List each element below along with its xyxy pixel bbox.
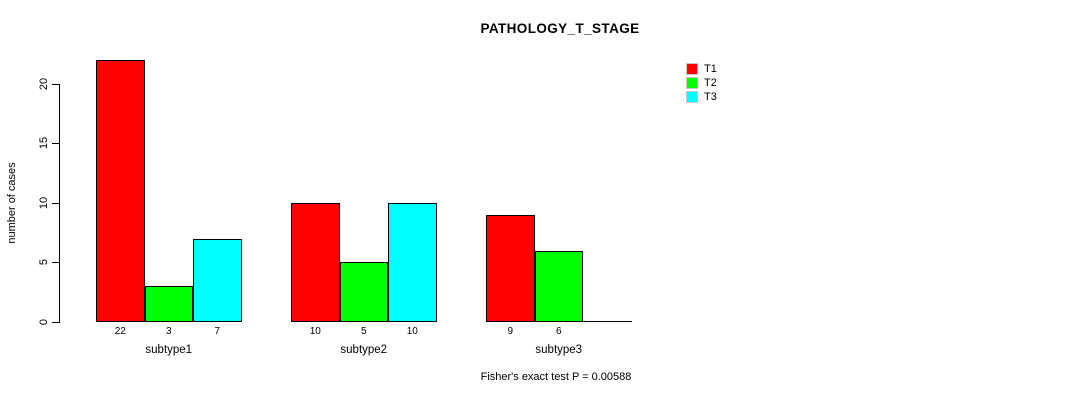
chart-title: PATHOLOGY_T_STAGE bbox=[480, 21, 640, 36]
y-axis-tick-label: 0 bbox=[38, 318, 50, 326]
legend-swatch-T3 bbox=[686, 91, 698, 103]
legend-label: T3 bbox=[704, 91, 717, 103]
legend-label: T2 bbox=[704, 77, 717, 89]
bar-value-label: 9 bbox=[507, 326, 514, 337]
category-label-subtype3: subtype3 bbox=[535, 344, 583, 356]
y-axis-tick-label: 20 bbox=[38, 77, 50, 90]
bar-subtype1-T3 bbox=[193, 238, 242, 322]
legend-swatch-T2 bbox=[686, 77, 698, 89]
y-axis-tick bbox=[52, 143, 59, 145]
bar-value-label: 5 bbox=[360, 326, 367, 337]
y-axis-tick-label: 10 bbox=[38, 196, 50, 210]
bar-subtype2-T3 bbox=[388, 202, 437, 322]
y-axis-tick-label: 5 bbox=[38, 259, 50, 266]
bar-subtype3-T2 bbox=[534, 250, 583, 322]
y-axis-tick-label: 15 bbox=[38, 137, 50, 150]
category-label-subtype2: subtype2 bbox=[340, 344, 388, 356]
bar-value-label: 3 bbox=[165, 326, 172, 337]
bar-subtype3-T1 bbox=[486, 214, 535, 322]
y-axis-tick bbox=[52, 262, 59, 264]
legend-label: T1 bbox=[704, 63, 717, 75]
y-axis-tick bbox=[52, 322, 59, 323]
zero-bar-subtype3-T3 bbox=[583, 321, 632, 322]
legend-item-T2: T2 bbox=[686, 77, 717, 89]
bar-value-label: 22 bbox=[114, 326, 126, 337]
y-axis-tick bbox=[52, 83, 59, 85]
bar-value-label: 6 bbox=[555, 326, 562, 337]
bar-subtype2-T1 bbox=[291, 202, 340, 322]
y-axis-line bbox=[59, 83, 60, 323]
bar-subtype1-T2 bbox=[144, 286, 193, 322]
stat-annotation: Fisher's exact test P = 0.00588 bbox=[480, 371, 632, 383]
bar-value-label: 10 bbox=[406, 326, 418, 337]
legend: T1 T2 T3 bbox=[686, 63, 717, 103]
legend-swatch-T1 bbox=[686, 63, 698, 75]
y-axis-tick bbox=[52, 202, 59, 204]
legend-item-T1: T1 bbox=[686, 63, 717, 75]
category-label-subtype1: subtype1 bbox=[145, 344, 193, 356]
legend-item-T3: T3 bbox=[686, 91, 717, 103]
y-axis-title: number of cases bbox=[6, 162, 18, 244]
bar-subtype1-T1 bbox=[96, 60, 145, 322]
bar-value-label: 10 bbox=[309, 326, 321, 337]
bar-value-label: 7 bbox=[214, 326, 221, 337]
bar-subtype2-T2 bbox=[339, 262, 388, 322]
